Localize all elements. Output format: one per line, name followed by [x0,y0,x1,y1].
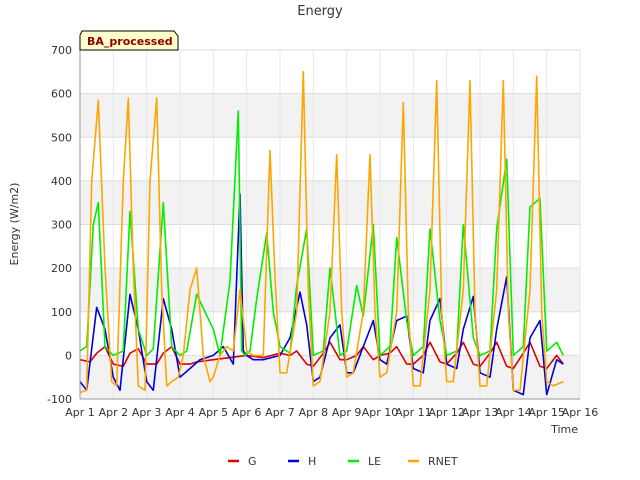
series-line-g [79,341,564,370]
x-tick-label: Apr 14 [495,406,532,419]
badge-box [79,30,179,51]
y-tick-label: 400 [51,175,72,188]
series-line-rnet [79,71,564,394]
plot-band [80,137,580,181]
axes [79,50,580,400]
y-tick-label: -100 [47,393,72,406]
y-tick-label: 0 [65,349,72,362]
x-tick-label: Apr 7 [265,406,295,419]
series-layer [79,71,565,396]
badge-label: BA_processed [87,35,173,48]
x-tick-label: Apr 3 [132,406,162,419]
legend-label: RNET [428,455,458,468]
x-tick-label: Apr 4 [165,406,195,419]
x-tick-label: Apr 9 [332,406,362,419]
legend-label: LE [368,455,381,468]
x-tick-label: Apr 13 [462,406,499,419]
legend-label: H [308,455,316,468]
x-tick-label: Apr 15 [528,406,565,419]
legend-item-g: G [228,455,257,468]
plot-band [80,50,580,94]
x-tick-label: Apr 5 [199,406,229,419]
x-tick-label: Apr 8 [299,406,329,419]
plot-band [80,93,580,138]
x-tick-label: Apr 16 [562,406,599,419]
y-axis-label: Energy (W/m2) [8,183,21,266]
x-tick-label: Apr 6 [232,406,262,419]
y-tick-label: 600 [51,88,72,101]
y-tick-labels: -100 0 100 200 300 400 500 600 700 [47,44,72,406]
x-axis-label: Time [550,423,578,436]
chart-title: Energy [297,4,343,19]
y-tick-label: 500 [51,131,72,144]
y-tick-label: 300 [51,219,72,232]
series-line-le [79,110,565,357]
y-tick-label: 100 [51,306,72,319]
badge: BA_processed [79,30,179,51]
x-tick-label: Apr 12 [428,406,465,419]
x-tick-label: Apr 2 [99,406,129,419]
plot-band [80,355,580,399]
x-tick-label: Apr 10 [362,406,399,419]
legend-item-le: LE [348,455,381,468]
legend: G H LE RNET [228,455,458,468]
y-tick-label: 200 [51,262,72,275]
plot-band [80,224,580,269]
legend-item-rnet: RNET [408,455,458,468]
series-line-h [79,193,564,396]
legend-item-h: H [288,455,316,468]
x-tick-label: Apr 1 [65,406,95,419]
x-tick-label: Apr 11 [395,406,432,419]
y-tick-label: 700 [51,44,72,57]
x-tick-labels: Apr 1 Apr 2 Apr 3 Apr 4 Apr 5 Apr 6 Apr 7 Apr 8… [65,406,598,419]
legend-label: G [248,455,257,468]
